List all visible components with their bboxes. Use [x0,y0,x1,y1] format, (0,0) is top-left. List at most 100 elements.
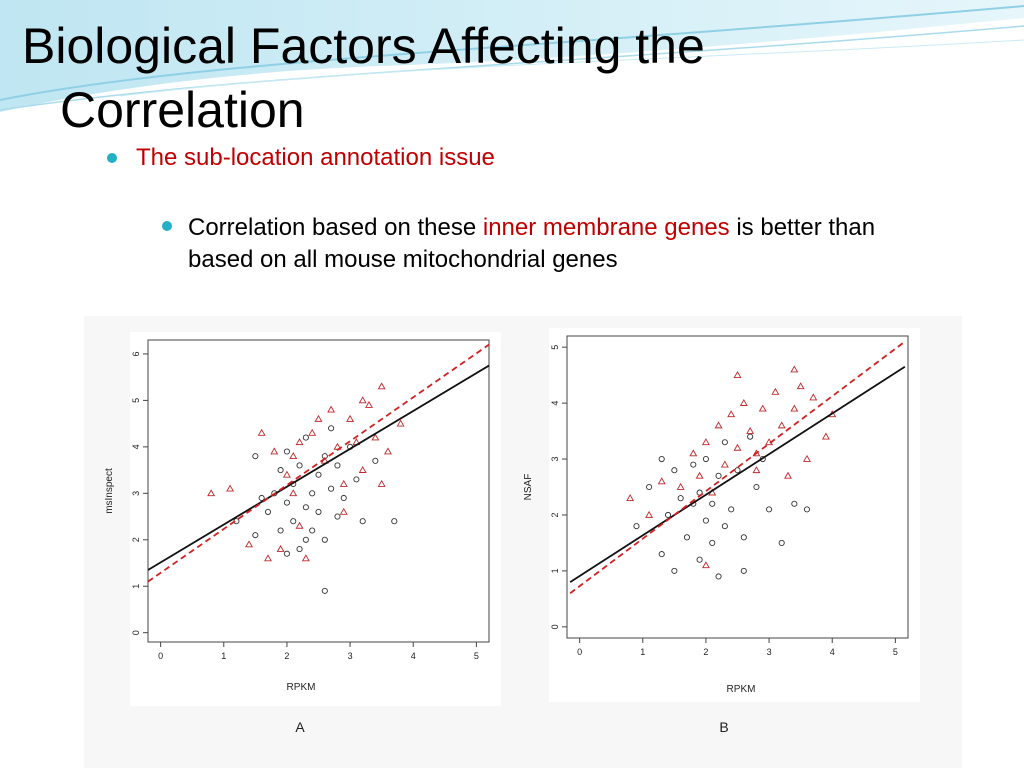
data-point-circle [252,453,259,460]
data-point-triangle [802,454,811,462]
data-point-circle [753,483,760,491]
data-point-triangle [207,489,216,497]
data-point-circle [277,527,284,534]
x-tick-label: 5 [474,651,479,661]
bullet-dot-icon [107,153,117,163]
slide-title: Biological Factors Affecting the Correla… [22,14,922,142]
y-tick-label: 2 [550,512,560,517]
bullet1-text: The sub-location annotation issue [136,144,495,171]
data-point-triangle [689,449,698,457]
data-point-triangle [727,410,736,418]
data-point-circle [671,467,678,474]
data-point-circle [696,556,703,563]
data-point-circle [664,511,672,519]
panel-label: A [295,719,305,735]
x-axis-label: RPKM [287,682,316,693]
data-point-triangle [301,554,310,562]
data-point-triangle [346,414,355,422]
data-point-triangle [676,482,685,490]
x-tick-label: 4 [411,651,416,661]
data-point-circle [658,551,665,558]
fit-line-solid [569,366,906,583]
data-point-triangle [701,561,710,569]
data-point-circle [296,546,303,553]
data-point-triangle [720,460,729,468]
x-tick-label: 0 [158,651,163,661]
data-point-circle [747,433,754,440]
data-point-circle [715,472,722,479]
data-point-circle [702,455,709,463]
data-point-triangle [777,421,786,429]
y-tick-label: 0 [131,630,141,635]
data-point-triangle [276,544,285,552]
y-tick-label: 1 [131,584,141,589]
data-point-triangle [626,494,635,502]
data-point-triangle [796,382,805,390]
data-point-circle [283,550,290,557]
data-point-triangle [371,433,380,441]
plot-background [130,332,501,706]
data-point-triangle [358,465,367,473]
data-point-triangle [790,365,799,373]
data-point-circle [740,534,747,541]
data-point-triangle [752,466,761,474]
data-point-circle [740,567,747,574]
scatter-figure: 0 1 2 3 4 5 0 1 2 3 4 5 6 RPKM msInspect A 0 1 2 3 4 5 0 1 2 3 4 5 R… [84,316,962,768]
data-point-triangle [758,404,767,412]
y-tick-label: 4 [550,401,560,406]
bullet2-text: Correlation based on these inner membran… [164,212,884,276]
x-tick-label: 2 [284,651,289,661]
data-point-circle [791,500,798,507]
data-point-triangle [383,447,392,455]
scatter-panel-A: 0 1 2 3 4 5 0 1 2 3 4 5 6 RPKM msInspect A [104,332,501,735]
data-point-triangle [790,404,799,412]
data-point-circle [302,536,309,543]
y-tick-label: 6 [131,351,141,356]
data-point-triangle [701,438,710,446]
data-point-circle [321,587,328,594]
y-tick-label: 1 [550,568,560,573]
y-tick-label: 3 [550,457,560,462]
y-tick-label: 3 [131,491,141,496]
data-point-circle [671,567,678,574]
data-point-triangle [733,443,742,451]
data-point-circle [334,462,341,469]
y-tick-label: 4 [131,444,141,449]
title-line-1: Biological Factors Affecting the [22,18,705,74]
data-point-circle [334,513,341,520]
data-point-circle [359,518,366,525]
data-point-circle [302,434,309,441]
data-point-triangle [695,471,704,479]
data-point-circle [309,490,316,497]
title-line-2: Correlation [60,82,305,138]
bullet2-highlight: inner membrane genes [482,214,730,241]
data-point-triangle [377,382,386,390]
bullet-level1: The sub-location annotation issue [107,144,495,172]
data-point-circle [721,523,728,530]
x-tick-label: 1 [640,647,645,657]
scatter-plots: 0 1 2 3 4 5 0 1 2 3 4 5 6 RPKM msInspect A 0 1 2 3 4 5 0 1 2 3 4 5 R… [104,328,920,735]
data-point-triangle [377,479,386,487]
y-tick-label: 0 [550,624,560,629]
data-point-triangle [771,387,780,395]
data-point-triangle [396,419,405,427]
data-point-triangle [327,405,336,413]
data-point-circle [315,471,322,478]
data-point-circle [677,495,684,502]
x-tick-label: 4 [830,647,835,657]
x-tick-label: 2 [703,647,708,657]
data-point-circle [328,425,335,432]
data-point-triangle [270,447,279,455]
data-point-circle [353,476,360,483]
data-point-triangle [809,393,818,401]
data-point-circle [328,485,335,492]
bullet-dot-icon [162,221,172,231]
data-point-circle [340,494,347,502]
data-point-circle [252,532,259,539]
data-point-circle [372,457,379,464]
bullet-level2: Correlation based on these inner membran… [162,212,884,276]
data-point-circle [264,508,272,515]
data-point-circle [690,461,697,468]
y-axis-label: msInspect [104,468,115,514]
data-point-triangle [358,396,367,404]
